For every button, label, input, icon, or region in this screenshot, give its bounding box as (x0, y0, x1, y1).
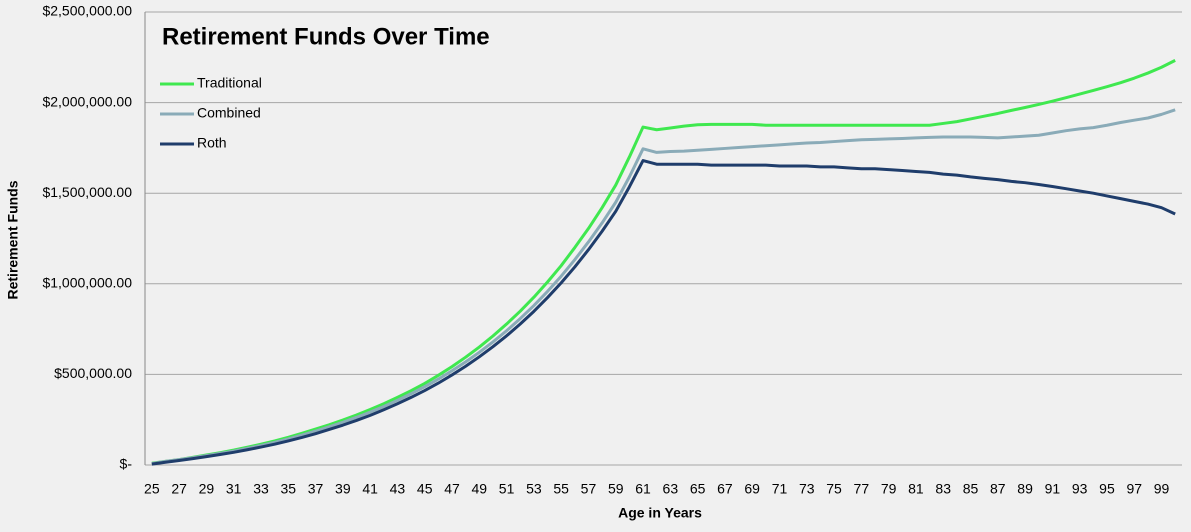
x-tick-label: 91 (1045, 481, 1061, 497)
x-tick-label: 77 (854, 481, 870, 497)
x-tick-label: 41 (362, 481, 378, 497)
x-tick-label: 37 (308, 481, 324, 497)
x-tick-label: 39 (335, 481, 351, 497)
chart-title: Retirement Funds Over Time (162, 23, 490, 50)
x-tick-label: 35 (280, 481, 296, 497)
x-tick-label: 61 (635, 481, 651, 497)
x-tick-label: 75 (826, 481, 842, 497)
x-tick-label: 49 (472, 481, 488, 497)
x-tick-label: 81 (908, 481, 924, 497)
y-tick-label: $- (120, 456, 133, 472)
x-tick-label: 33 (253, 481, 269, 497)
x-tick-label: 67 (717, 481, 733, 497)
x-tick-label: 63 (663, 481, 679, 497)
x-tick-label: 93 (1072, 481, 1088, 497)
x-tick-label: 79 (881, 481, 897, 497)
y-tick-label: $2,000,000.00 (42, 93, 132, 109)
y-tick-label: $1,000,000.00 (42, 275, 132, 291)
y-tick-label: $500,000.00 (54, 365, 132, 381)
x-tick-label: 97 (1126, 481, 1142, 497)
x-tick-label: 59 (608, 481, 624, 497)
x-tick-label: 73 (799, 481, 815, 497)
x-tick-label: 57 (581, 481, 597, 497)
x-tick-label: 29 (199, 481, 215, 497)
x-tick-label: 95 (1099, 481, 1115, 497)
x-tick-label: 83 (935, 481, 951, 497)
legend-label: Combined (197, 105, 261, 121)
x-tick-label: 55 (553, 481, 569, 497)
legend-label: Traditional (197, 75, 262, 91)
x-tick-label: 45 (417, 481, 433, 497)
y-tick-label: $1,500,000.00 (42, 184, 132, 200)
y-axis-title: Retirement Funds (5, 180, 21, 299)
x-tick-label: 43 (390, 481, 406, 497)
x-tick-label: 53 (526, 481, 542, 497)
x-tick-label: 31 (226, 481, 242, 497)
x-tick-label: 71 (772, 481, 788, 497)
x-tick-label: 99 (1154, 481, 1170, 497)
x-tick-label: 51 (499, 481, 515, 497)
series-line (151, 108, 1176, 466)
x-tick-label: 65 (690, 481, 706, 497)
series-line (151, 159, 1176, 466)
series-line (151, 59, 1176, 465)
x-tick-label: 85 (963, 481, 979, 497)
y-tick-label: $2,500,000.00 (42, 3, 132, 19)
legend-label: Roth (197, 135, 227, 151)
x-tick-label: 25 (144, 481, 160, 497)
x-tick-label: 89 (1017, 481, 1033, 497)
x-tick-label: 87 (990, 481, 1006, 497)
x-tick-label: 69 (744, 481, 760, 497)
x-axis-title: Age in Years (618, 505, 702, 521)
x-tick-label: 47 (444, 481, 460, 497)
x-tick-label: 27 (171, 481, 187, 497)
